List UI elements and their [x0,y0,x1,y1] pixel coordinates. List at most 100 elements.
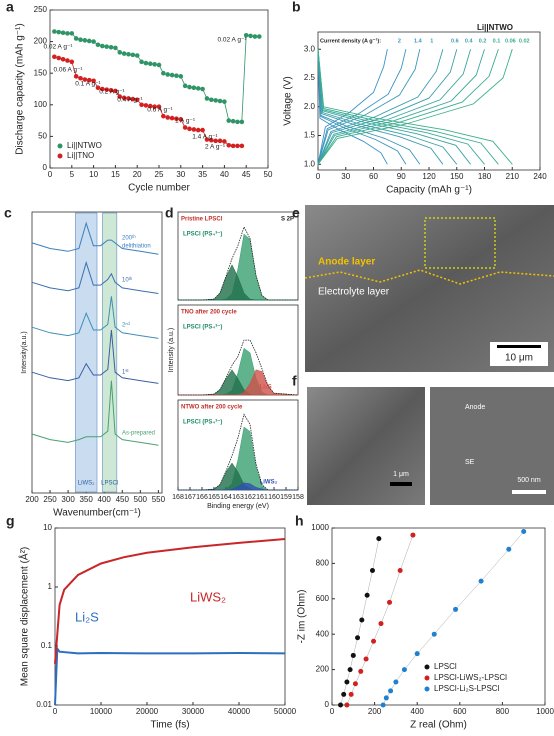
envelope [178,339,299,396]
spectrum [31,221,159,255]
marker [100,86,105,92]
charge-curve [317,49,499,165]
point [506,546,512,552]
marker [100,43,105,49]
marker [209,137,214,143]
marker [174,73,179,79]
x-tick-label: 20000 [136,707,159,716]
y-tick-label: 250 [34,5,48,14]
point [338,702,344,708]
y-axis-label: Intensity (a.u.) [168,328,175,372]
legend-label: Li||TNO [67,151,94,160]
charge-curve [317,49,388,165]
point [371,638,377,644]
marker [86,38,92,44]
y-tick-label: 100 [34,100,48,109]
component-label: LiWS₂ [260,480,278,486]
x-tick-label: 40 [220,170,229,179]
y-tick-label: 0 [43,163,48,172]
marker [230,118,236,124]
marker [82,38,88,43]
y-tick-label: 50 [38,132,47,141]
subplot-title: Pristine LPSCl [181,217,223,223]
x-tick-label: 0 [330,707,335,716]
marker [156,104,162,109]
marker [130,52,136,58]
x-axis-label: Binding energy (eV) [207,503,269,510]
point [380,702,386,708]
point [363,656,369,662]
x-tick-label: 0 [48,170,53,179]
annotation: 1 A g⁻¹ [175,118,196,125]
scale-bar-label: 10 μm [505,353,533,364]
marker [204,137,210,142]
point [364,592,370,598]
marker [165,115,171,120]
charge-curve [317,49,444,165]
panel-label: a [6,0,14,15]
x-tick-label: 162 [244,494,256,501]
series-label: Li₂S [75,609,99,624]
point [350,652,356,658]
marker [239,119,245,125]
x-tick-label: 180 [478,172,492,181]
series-line [54,538,286,664]
x-tick-label: 210 [506,172,520,181]
band-label: LPSCl [101,481,118,487]
chart-title: Li||NTWO [477,23,513,32]
x-tick-label: 159 [280,494,292,501]
marker [82,77,88,82]
marker [126,51,131,57]
marker [52,54,57,60]
legend-label: 0.1 [493,38,501,44]
y-axis-label: Mean square displacement (Å²) [18,547,31,687]
annotation: 0.2 A g⁻¹ [99,89,125,96]
point [358,668,364,674]
marker [52,29,57,34]
x-tick-label: 250 [43,495,57,504]
x-tick-label: 60 [369,172,378,181]
x-tick-label: 200 [25,495,39,504]
subplot-title: NTWO after 200 cycle [181,405,243,411]
annotation: delithiation [122,244,151,250]
charge-curve [317,49,513,165]
marker [60,30,66,36]
plot-frame [331,527,546,706]
point [478,578,484,584]
marker [69,31,75,36]
annotation: 2 A g⁻¹ [205,144,226,151]
point [431,631,437,637]
spectrum [31,329,159,384]
point [387,599,393,605]
marker [191,85,197,91]
x-tick-label: 161 [256,494,268,501]
point [344,679,350,685]
marker [56,29,62,35]
y-tick-label: 200 [34,37,48,46]
series-label: As-prepared [122,431,155,437]
marker [104,44,109,49]
marker [147,103,153,109]
marker [113,88,118,94]
marker [134,97,140,103]
annotation: 0.6 A g⁻¹ [147,107,173,114]
legend-label: 0.2 [479,38,487,44]
y-tick-label: 1.5 [304,131,316,140]
marker [200,86,205,92]
point [388,688,394,694]
marker [243,32,249,38]
x-tick-label: 15 [111,170,120,179]
legend-label: 1.4 [414,38,423,44]
plot-frame [317,31,541,171]
legend-label: LPSCl-Li₂S-LPSCl [434,684,500,693]
charge-curve [317,49,407,165]
x-axis-label: Z real (Ohm) [410,720,467,731]
point [410,532,416,538]
scale-bar [497,345,541,348]
annotation: 0.02 A g⁻¹ [217,37,247,44]
legend-label: 0.02 [519,38,530,44]
marker [222,99,227,104]
band-label: LiWS₂ [78,481,95,487]
scale-bar-label: 1 μm [393,471,409,478]
y-tick-label: 800 [316,559,330,568]
